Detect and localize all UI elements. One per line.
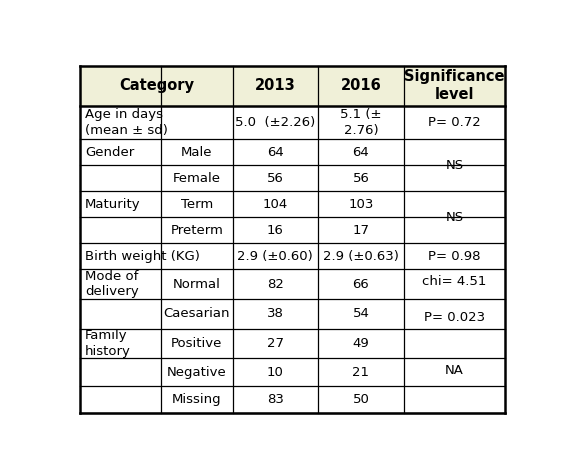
Bar	[80, 106, 505, 139]
Text: 83: 83	[267, 393, 284, 406]
Text: 5.0  (±2.26): 5.0 (±2.26)	[235, 116, 315, 129]
Text: 103: 103	[348, 198, 374, 211]
Text: Mode of
delivery: Mode of delivery	[85, 270, 139, 298]
Bar	[80, 243, 505, 270]
Text: Category: Category	[119, 78, 194, 93]
Text: 27: 27	[267, 337, 284, 350]
Text: 56: 56	[353, 172, 369, 185]
Bar	[80, 358, 505, 386]
Text: 49: 49	[353, 337, 369, 350]
Text: 16: 16	[267, 224, 284, 237]
Text: Maturity: Maturity	[85, 198, 141, 211]
Text: Term: Term	[180, 198, 213, 211]
Text: Age in days
(mean ± sd): Age in days (mean ± sd)	[85, 108, 168, 136]
Text: P= 0.72: P= 0.72	[428, 116, 481, 129]
Text: chi= 4.51

P= 0.023: chi= 4.51 P= 0.023	[422, 275, 487, 324]
Bar	[80, 165, 505, 191]
Text: 10: 10	[267, 365, 284, 379]
Text: 2016: 2016	[341, 78, 381, 93]
Text: NA: NA	[445, 364, 464, 377]
Bar	[80, 66, 505, 106]
Text: NS: NS	[446, 211, 464, 224]
Text: NS: NS	[446, 159, 464, 171]
Bar	[80, 139, 505, 165]
Text: 5.1 (±
2.76): 5.1 (± 2.76)	[340, 108, 382, 136]
Text: 17: 17	[352, 224, 369, 237]
Text: 54: 54	[353, 307, 369, 320]
Text: 2.9 (±0.60): 2.9 (±0.60)	[237, 250, 314, 263]
Text: 66: 66	[353, 278, 369, 291]
Text: Female: Female	[173, 172, 221, 185]
Text: 2.9 (±0.63): 2.9 (±0.63)	[323, 250, 399, 263]
Text: 2013: 2013	[255, 78, 296, 93]
Text: Family
history: Family history	[85, 329, 131, 358]
Text: Preterm: Preterm	[170, 224, 223, 237]
Text: Birth weight (KG): Birth weight (KG)	[85, 250, 200, 263]
Bar	[80, 270, 505, 299]
Text: Negative: Negative	[167, 365, 226, 379]
Text: Missing: Missing	[172, 393, 221, 406]
Text: 104: 104	[263, 198, 288, 211]
Text: 64: 64	[353, 145, 369, 159]
Text: Positive: Positive	[171, 337, 222, 350]
Bar	[80, 386, 505, 413]
Text: 38: 38	[267, 307, 284, 320]
Text: 64: 64	[267, 145, 284, 159]
Text: Normal: Normal	[173, 278, 221, 291]
Text: 82: 82	[267, 278, 284, 291]
Bar	[80, 217, 505, 243]
Text: Male: Male	[181, 145, 212, 159]
Bar	[80, 191, 505, 217]
Text: Gender: Gender	[85, 145, 134, 159]
Text: Significance
level: Significance level	[405, 69, 505, 102]
Text: 50: 50	[353, 393, 369, 406]
Text: 56: 56	[267, 172, 284, 185]
Bar	[80, 299, 505, 329]
Text: Caesarian: Caesarian	[163, 307, 230, 320]
Bar	[80, 329, 505, 358]
Text: 21: 21	[352, 365, 369, 379]
Text: P= 0.98: P= 0.98	[428, 250, 481, 263]
